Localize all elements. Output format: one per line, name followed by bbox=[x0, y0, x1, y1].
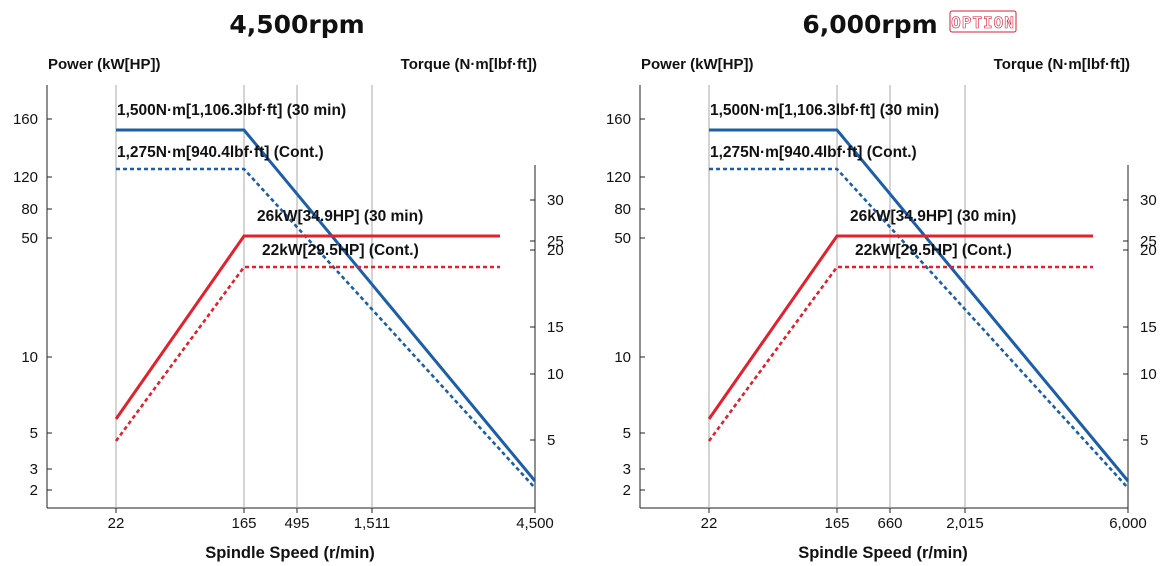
y-right-tick-label: 10 bbox=[547, 366, 564, 383]
y-left-tick-label: 120 bbox=[13, 169, 38, 186]
series-annotation-4: 22kW[29.5HP] (Cont.) bbox=[262, 242, 419, 259]
x-tick-label: 22 bbox=[701, 515, 718, 532]
x-tick-label: 2,015 bbox=[946, 515, 984, 532]
y-left-tick-label: 120 bbox=[606, 169, 631, 186]
y-left-tick-label: 3 bbox=[30, 461, 38, 478]
y-left-tick-label: 80 bbox=[21, 201, 38, 218]
chart-svg-2: 6,000rpm OPTION Power (kW[HP]) Torque (N·m[… bbox=[606, 10, 1157, 562]
series-line-1 bbox=[709, 128, 1130, 482]
y-left-tick-label: 5 bbox=[30, 425, 38, 442]
y-right-tick-label: 15 bbox=[547, 319, 564, 336]
y-left-tick-label: 50 bbox=[614, 230, 631, 247]
series-line-1 bbox=[116, 128, 537, 482]
right-axis-title: Torque (N·m[lbf·ft]) bbox=[401, 56, 537, 73]
x-tick-label: 1,511 bbox=[354, 515, 390, 532]
y-left-tick-label: 50 bbox=[21, 230, 38, 247]
y-left-tick-label: 160 bbox=[13, 111, 38, 128]
chart-panel-1: 4,500rpm Power (kW[HP]) Torque (N·m[lbf·ft… bbox=[13, 10, 564, 562]
x-tick-label: 22 bbox=[108, 515, 125, 532]
y-right-tick-label: 30 bbox=[1140, 192, 1157, 209]
series-line-4 bbox=[707, 265, 1093, 442]
y-right-tick-label: 30 bbox=[547, 192, 564, 209]
series-line-4 bbox=[114, 265, 500, 442]
y-left-tick-label: 2 bbox=[30, 482, 38, 499]
y-right-tick-label: 25 bbox=[1140, 233, 1157, 250]
right-axis-title: Torque (N·m[lbf·ft]) bbox=[994, 56, 1130, 73]
series-annotation-2: 1,275N·m[940.4lbf·ft] (Cont.) bbox=[710, 144, 917, 161]
y-right-tick-label: 5 bbox=[547, 432, 555, 449]
y-left-tick-label: 160 bbox=[606, 111, 631, 128]
chart-svg-1: 4,500rpm Power (kW[HP]) Torque (N·m[lbf·ft… bbox=[13, 10, 564, 562]
series-annotation-1: 1,500N·m[1,106.3lbf·ft] (30 min) bbox=[117, 102, 346, 119]
left-axis-title: Power (kW[HP]) bbox=[641, 56, 754, 73]
x-axis-title: Spindle Speed (r/min) bbox=[798, 544, 968, 562]
option-badge bbox=[949, 10, 1017, 33]
y-right-tick-label: 20 bbox=[547, 242, 564, 259]
y-right-tick-label: 15 bbox=[1140, 319, 1157, 336]
y-left-tick-label: 2 bbox=[623, 482, 631, 499]
x-tick-label: 165 bbox=[231, 515, 256, 532]
y-right-tick-label: 20 bbox=[1140, 242, 1157, 259]
chart-title: 6,000rpm bbox=[802, 10, 937, 39]
x-axis-title: Spindle Speed (r/min) bbox=[205, 544, 375, 562]
series-line-2 bbox=[709, 167, 1129, 489]
x-tick-label: 660 bbox=[877, 515, 902, 532]
y-right-tick-label: 5 bbox=[1140, 432, 1148, 449]
left-axis-title: Power (kW[HP]) bbox=[48, 56, 161, 73]
series-annotation-2: 1,275N·m[940.4lbf·ft] (Cont.) bbox=[117, 144, 324, 161]
y-left-tick-label: 80 bbox=[614, 201, 631, 218]
chart-panel-2: 6,000rpm OPTION Power (kW[HP]) Torque (N·m[… bbox=[593, 0, 1162, 566]
x-tick-label: 495 bbox=[284, 515, 309, 532]
y-left-tick-label: 3 bbox=[623, 461, 631, 478]
series-line-3 bbox=[114, 234, 500, 420]
x-tick-label: 4,500 bbox=[516, 515, 554, 532]
x-tick-label: 165 bbox=[824, 515, 849, 532]
series-line-3 bbox=[707, 234, 1093, 420]
y-left-tick-label: 10 bbox=[21, 349, 38, 366]
y-right-tick-label: 10 bbox=[1140, 366, 1157, 383]
series-line-2 bbox=[116, 167, 536, 489]
option-badge-label: OPTION bbox=[951, 13, 1015, 32]
series-annotation-4: 22kW[29.5HP] (Cont.) bbox=[855, 242, 1012, 259]
chart-title: 4,500rpm bbox=[229, 10, 364, 39]
series-annotation-3: 26kW[34.9HP] (30 min) bbox=[257, 208, 423, 225]
series-annotation-3: 26kW[34.9HP] (30 min) bbox=[850, 208, 1016, 225]
y-left-tick-label: 10 bbox=[614, 349, 631, 366]
x-tick-label: 6,000 bbox=[1109, 515, 1147, 532]
series-annotation-1: 1,500N·m[1,106.3lbf·ft] (30 min) bbox=[710, 102, 939, 119]
y-right-tick-label: 25 bbox=[547, 233, 564, 250]
y-left-tick-label: 5 bbox=[623, 425, 631, 442]
